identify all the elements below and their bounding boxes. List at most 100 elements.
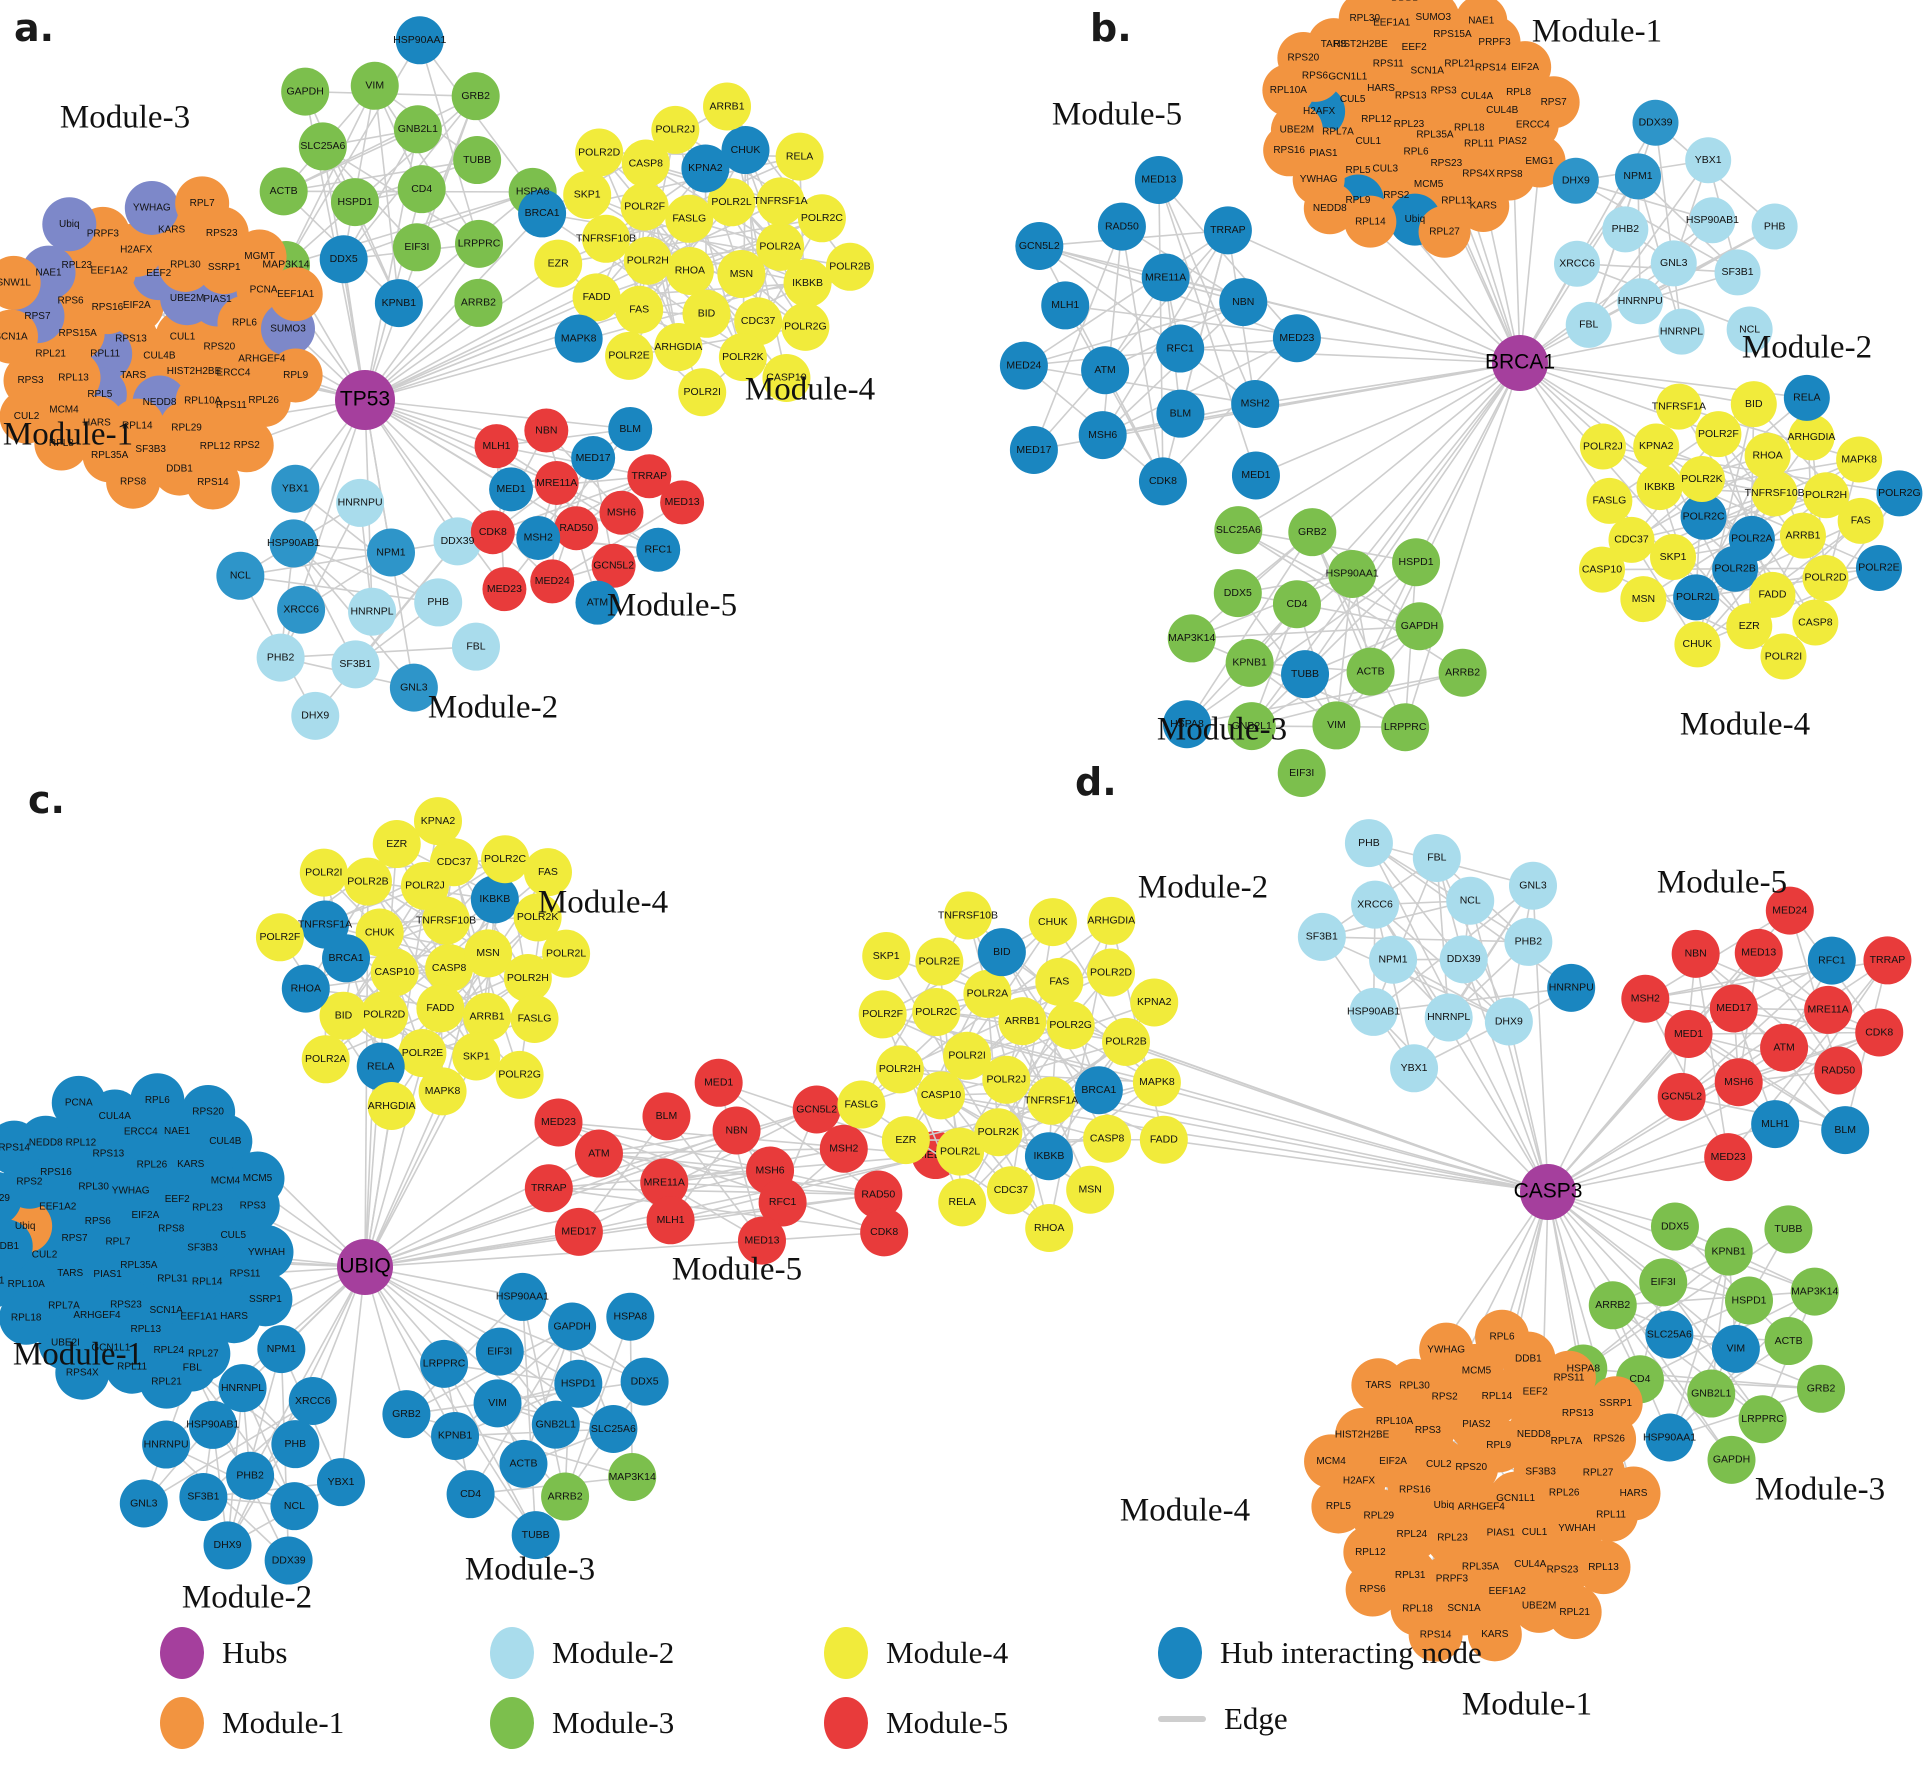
node-label: RPS4X: [66, 1367, 99, 1378]
node-label: MED23: [1279, 332, 1314, 344]
node-label: HSP90AA1: [496, 1291, 549, 1303]
node-label: RPL13: [58, 372, 89, 383]
node: [271, 464, 320, 513]
module-label: Module-4: [1120, 1493, 1250, 1529]
node: [422, 896, 471, 945]
node: [982, 1055, 1031, 1104]
node: [860, 1208, 909, 1257]
node-label: POLR2B: [829, 261, 870, 273]
node-label: UBE2I: [51, 1338, 80, 1349]
node: [1689, 197, 1736, 244]
node: [1351, 880, 1400, 929]
node: [301, 1035, 350, 1084]
node: [762, 353, 811, 402]
node: [678, 368, 727, 417]
node-label: RPL10A: [8, 1279, 46, 1290]
module-label: Module-2: [428, 690, 558, 726]
edge: [1191, 625, 1420, 640]
node: [1792, 599, 1839, 646]
node-label: VIM: [1727, 1343, 1746, 1355]
node-label: MAPK8: [425, 1085, 461, 1097]
node-label: SCN1A: [1411, 65, 1445, 76]
node-label: RPL12: [1361, 114, 1392, 125]
node-label: RPL12: [1355, 1547, 1386, 1558]
node-label: RPS2: [16, 1176, 43, 1187]
node: [1650, 240, 1697, 287]
node: [1814, 1046, 1863, 1095]
node-label: MCM5: [1414, 179, 1444, 190]
label-layer: CD4 HSPD1 GNB2L1 EIF3I SLC25A6 TUBB DDX5 VIM LRP…: [0, 34, 875, 725]
edge: [280, 645, 477, 659]
node-label: POLR2I: [305, 866, 342, 878]
node-label: RPL13: [1588, 1562, 1619, 1573]
node-label: MED13: [665, 496, 700, 508]
node-label: CASP8: [629, 157, 664, 169]
node-label: MED17: [576, 452, 611, 464]
node: [1664, 1010, 1713, 1059]
node-label: RPL24: [153, 1345, 184, 1356]
node-label: FBL: [466, 640, 485, 652]
node-label: POLR2C: [801, 212, 843, 224]
node-label: NAE1: [164, 1126, 191, 1137]
edge: [1612, 1304, 1733, 1461]
node-label: RHOA: [1034, 1222, 1064, 1234]
node-label: RPL29: [0, 1193, 10, 1204]
node: [620, 182, 669, 231]
node: [986, 1166, 1035, 1215]
node: [255, 913, 304, 962]
hub-edge: [1547, 1156, 1729, 1193]
node-label: RPL21: [1444, 58, 1475, 69]
node: [1579, 423, 1626, 470]
node-label: GNB2L1: [536, 1418, 576, 1430]
node-label: RHOA: [675, 265, 705, 277]
node-label: POLR2C: [915, 1006, 957, 1018]
node: [1078, 411, 1127, 460]
edge: [1033, 229, 1229, 451]
node-label: EZR: [548, 257, 569, 269]
node-label: MED23: [487, 583, 522, 595]
node-label: ACTB: [509, 1458, 537, 1470]
node: [1552, 157, 1599, 204]
node-label: EEF1A1: [277, 289, 315, 300]
node-label: ARRB1: [710, 100, 745, 112]
node: [1513, 135, 1566, 188]
hub-edge: [364, 1121, 559, 1268]
node: [694, 1058, 743, 1107]
node: [523, 848, 572, 897]
node-label: CHUK: [1683, 638, 1713, 650]
node: [142, 1420, 191, 1469]
node-label: TARS: [1365, 1380, 1391, 1391]
node: [1714, 1058, 1763, 1107]
node-label: BID: [698, 308, 716, 320]
node-label: RPS11: [229, 1269, 260, 1280]
node: [620, 1357, 669, 1406]
node: [682, 289, 731, 338]
node: [474, 424, 519, 469]
node-label: SUMO3: [270, 323, 306, 334]
node-label: RAD50: [1821, 1064, 1855, 1076]
node: [179, 1472, 228, 1521]
node-layer: [837, 819, 1912, 1662]
node: [936, 1127, 985, 1176]
node-label: UBE2M: [1280, 125, 1314, 136]
node: [621, 139, 670, 188]
node-label: PIAS1: [203, 294, 232, 305]
node-label: HIST2H2BE: [167, 366, 222, 377]
node-label: RPS14: [1475, 62, 1507, 73]
node: [721, 126, 770, 175]
edge: [443, 1363, 537, 1536]
hub-label: TP53: [340, 388, 390, 411]
node: [582, 214, 631, 263]
node-label: MRE11A: [536, 477, 577, 489]
label-layer: RFC1 ATM MRE11A BLM MLH1 NBN MSH6 RAD50 MSH2 MED2…: [1006, 0, 1920, 779]
node-label: POLR2K: [517, 911, 558, 923]
node: [1783, 374, 1830, 421]
node-label: RAD50: [1105, 220, 1139, 232]
node-label: GNL3: [1660, 257, 1688, 269]
node-label: RPL35A: [120, 1260, 158, 1271]
node-label: POLR2F: [624, 200, 665, 212]
node-label: POLR2D: [1804, 572, 1846, 584]
node-label: RPL9: [1486, 1440, 1511, 1451]
node-label: MSH6: [1724, 1076, 1753, 1088]
node: [554, 506, 599, 551]
